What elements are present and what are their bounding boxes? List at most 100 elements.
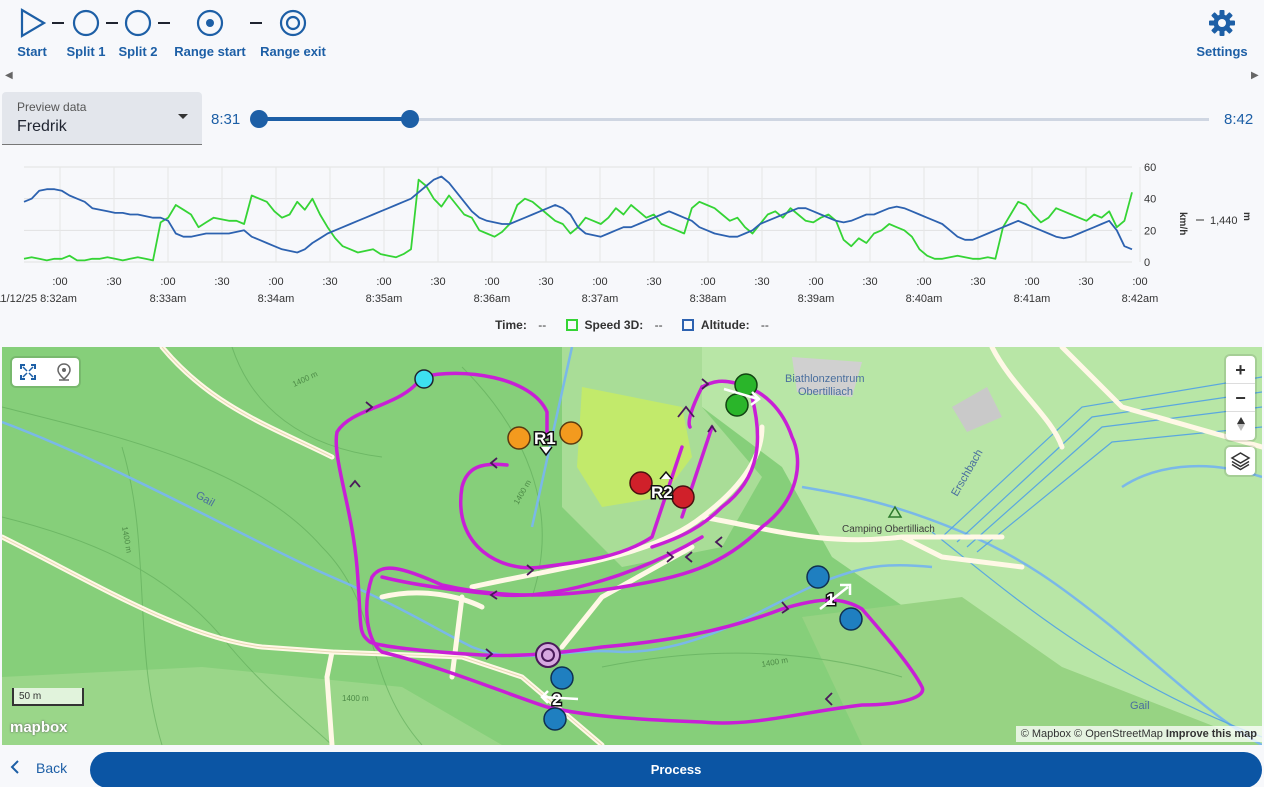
legend-altitude[interactable]: Altitude: -- [678, 318, 773, 332]
x-tick-label: :00 [700, 276, 715, 288]
start-tool[interactable]: Start [14, 6, 50, 59]
x-date-label: 8:36am [474, 293, 511, 305]
y-tick-label: 20 [1144, 225, 1156, 237]
x-tick-label: :30 [538, 276, 553, 288]
series-line-altitude [23, 175, 1133, 254]
preview-data-select[interactable]: Preview data Fredrik [2, 92, 202, 145]
x-date-label: 8:33am [150, 293, 187, 305]
chevron-left-icon [10, 760, 19, 774]
y-tick-label: 40 [1144, 194, 1156, 206]
y-tick-label: 0 [1144, 257, 1150, 269]
x-date-label: 8:34am [258, 293, 295, 305]
location-pin-icon[interactable] [56, 363, 72, 386]
zoom-out-button[interactable]: − [1226, 384, 1255, 412]
speed-swatch-icon [565, 319, 578, 331]
legend-speed-value: -- [654, 318, 663, 332]
map-tool-group [12, 358, 79, 386]
x-tick-label: :30 [322, 276, 337, 288]
x-date-label: 8:39am [798, 293, 835, 305]
preview-data-value: Fredrik [17, 118, 67, 135]
map-label-river-2: Gail [1130, 700, 1150, 712]
split-marker-2[interactable]: 2 [540, 666, 579, 731]
play-icon [20, 8, 47, 38]
x-tick-label: :00 [484, 276, 499, 288]
range-exit-marker[interactable] [535, 642, 561, 668]
time-range-fill [259, 117, 411, 121]
x-tick-label: :30 [862, 276, 877, 288]
track-direction-arrows [349, 378, 833, 706]
altitude-swatch-icon [681, 319, 694, 331]
range-marker-r1-label: R1 [534, 429, 556, 448]
start-label: Start [17, 44, 47, 59]
split-marker-2-label: 2 [552, 690, 561, 709]
settings-label: Settings [1196, 44, 1248, 59]
slider-start-time: 8:31 [211, 111, 241, 128]
legend-altitude-label: Altitude: [700, 318, 750, 332]
legend-time-value: -- [538, 318, 547, 332]
range-start-tool[interactable]: Range start [172, 6, 248, 59]
x-tick-label: :00 [52, 276, 67, 288]
arrow-down-icon [539, 446, 553, 457]
series-line-speed-3d [23, 178, 1133, 262]
split-marker-1[interactable]: 1 [806, 565, 863, 631]
time-range-track[interactable] [259, 118, 1209, 121]
x-tick-label: :30 [646, 276, 661, 288]
arrow-up-icon [659, 470, 673, 480]
speed-altitude-chart[interactable]: 60 40 20 0:00:30:00:30:00:30:00:30:00:30:00… [0, 152, 1264, 314]
y-tick-label: 60 [1144, 162, 1156, 174]
separator [158, 22, 170, 24]
range-marker-r1[interactable]: R1 [507, 421, 583, 457]
range-exit-label: Range exit [260, 44, 326, 59]
legend-time: Time: -- [491, 318, 550, 332]
map[interactable]: Biathlonzentrum Obertilliach Gail Gail E… [2, 347, 1262, 745]
right-axis-unit-label: m [1241, 212, 1252, 221]
preview-data-label: Preview data [17, 100, 87, 114]
map-label-camping: Camping Obertilliach [842, 524, 935, 535]
gps-track[interactable] [334, 371, 925, 725]
range-exit-icon [279, 9, 307, 37]
x-tick-label: :30 [754, 276, 769, 288]
split1-circle-icon [72, 9, 100, 37]
finish-marker[interactable] [723, 373, 761, 417]
map-canvas[interactable]: Biathlonzentrum Obertilliach Gail Gail E… [2, 347, 1262, 745]
layers-button[interactable] [1226, 447, 1255, 475]
process-button[interactable]: Process [90, 752, 1262, 787]
x-date-label: 8:37am [582, 293, 619, 305]
attribution-text[interactable]: © Mapbox © OpenStreetMap [1020, 728, 1163, 740]
range-exit-tool[interactable]: Range exit [258, 6, 328, 59]
compass-button[interactable] [1226, 412, 1255, 440]
x-date-label: 8:40am [906, 293, 943, 305]
legend-speed[interactable]: Speed 3D: -- [562, 318, 667, 332]
x-tick-label: :30 [106, 276, 121, 288]
x-tick-label: :00 [1024, 276, 1039, 288]
mapbox-logo[interactable]: mapbox [10, 719, 68, 736]
map-label-biathlon-2: Obertilliach [798, 386, 853, 398]
compass-icon [1236, 417, 1245, 431]
map-label-biathlon-1: Biathlonzentrum [785, 373, 865, 385]
track-start-marker[interactable] [414, 369, 434, 389]
zoom-in-button[interactable]: + [1226, 356, 1255, 384]
x-date-label: 8:41am [1014, 293, 1051, 305]
settings-button[interactable]: Settings [1194, 6, 1250, 59]
chevron-down-icon [178, 114, 188, 119]
range-end-handle[interactable] [401, 110, 419, 128]
contour-label-5: 1400 m [342, 694, 369, 703]
range-marker-r2[interactable]: R2 [629, 470, 695, 509]
split2-label: Split 2 [118, 44, 158, 59]
scroll-right-icon[interactable]: ▶ [1251, 70, 1259, 81]
back-button[interactable]: Back [10, 760, 67, 776]
split2-tool[interactable]: Split 2 [116, 6, 160, 59]
x-tick-label: :00 [808, 276, 823, 288]
split1-tool[interactable]: Split 1 [64, 6, 108, 59]
legend-time-label: Time: [495, 318, 527, 332]
range-marker-r2-label: R2 [651, 483, 673, 502]
x-tick-label: :30 [970, 276, 985, 288]
improve-map-link[interactable]: Improve this map [1165, 728, 1257, 740]
range-start-label: Range start [174, 44, 246, 59]
scroll-left-icon[interactable]: ◀ [5, 70, 13, 81]
fullscreen-icon[interactable] [19, 363, 37, 386]
toolbar: Start Split 1 Split 2 Range start [0, 0, 1264, 66]
range-start-handle[interactable] [250, 110, 268, 128]
map-attribution[interactable]: © Mapbox © OpenStreetMap Improve this ma… [1015, 726, 1262, 742]
